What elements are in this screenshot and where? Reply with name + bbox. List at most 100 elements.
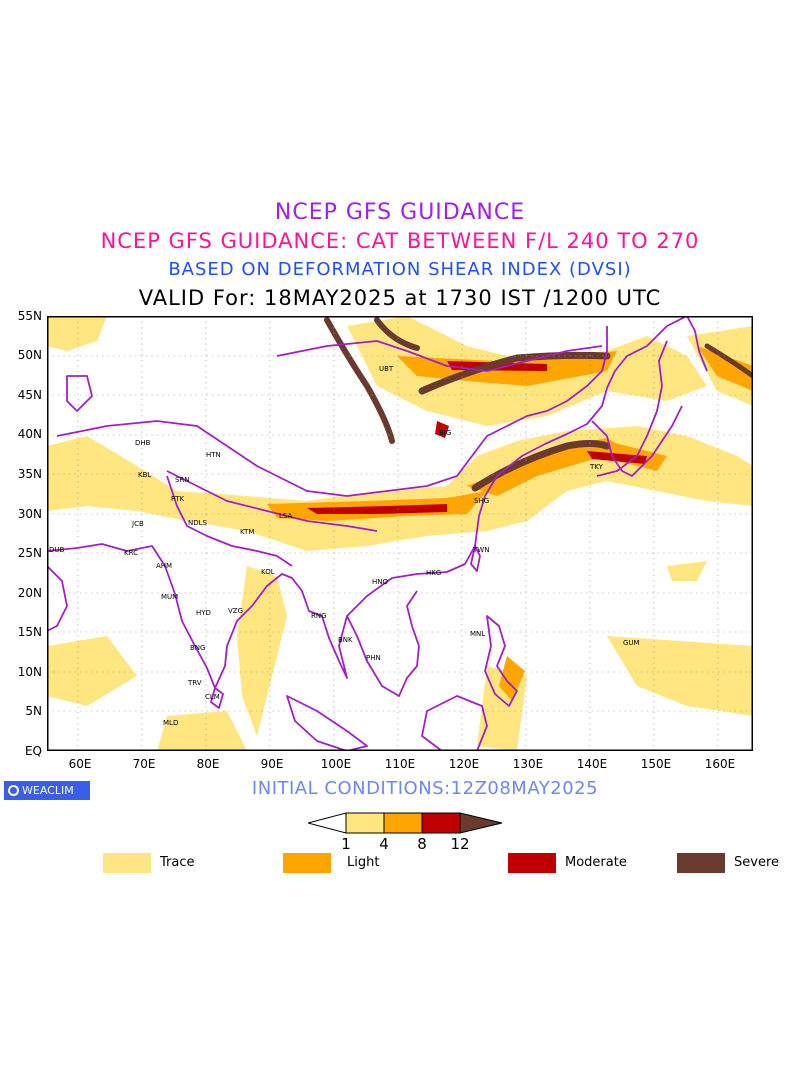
- light-area: [467, 438, 627, 496]
- method-subtitle: BASED ON DEFORMATION SHEAR INDEX (DVSI): [168, 259, 632, 280]
- city-label: TWN: [472, 546, 489, 554]
- border-india: [166, 475, 293, 567]
- city-label: VZG: [228, 607, 243, 615]
- border-arabia: [47, 565, 68, 632]
- lon-label: 80E: [196, 757, 220, 771]
- lat-label: 5N: [25, 704, 42, 718]
- city-label: UBT: [379, 365, 394, 373]
- map-panel: DHB HTN KBL SRN PTK JCB NDLS KTM LSA DUB…: [47, 316, 753, 751]
- border-tibet: [166, 470, 378, 532]
- city-label: SRN: [175, 476, 190, 484]
- coastlines: [47, 316, 708, 751]
- colorbar-segment-moderate: [421, 812, 461, 834]
- city-label: HTN: [206, 451, 221, 459]
- city-label: RNG: [311, 612, 327, 620]
- border-mongolia: [276, 340, 603, 372]
- severe-streak: [704, 343, 753, 379]
- city-label: PTK: [171, 495, 184, 503]
- chart-title: NCEP GFS GUIDANCE: [274, 200, 526, 225]
- city-label: SHG: [474, 497, 489, 505]
- lon-label: 120E: [448, 757, 480, 771]
- lat-label: 30N: [17, 507, 42, 521]
- lat-label: 20N: [17, 586, 42, 600]
- city-label: JCB: [131, 520, 144, 528]
- lat-label: 25N: [17, 546, 42, 560]
- logo-ring-icon: [8, 785, 19, 796]
- initial-conditions: INITIAL CONDITIONS:12Z08MAY2025: [251, 778, 599, 799]
- trace-area: [157, 711, 247, 751]
- map-border: [47, 316, 753, 751]
- coast-sakhalin: [686, 316, 708, 372]
- lon-label: 160E: [704, 757, 736, 771]
- valid-time: VALID For: 18MAY2025 at 1730 IST /1200 U…: [138, 286, 662, 310]
- coast-caspian: [66, 375, 93, 412]
- city-label: KOL: [261, 568, 275, 576]
- coast-taiwan: [470, 545, 481, 572]
- colorbar-high-arrow: [459, 812, 503, 834]
- light-area: [499, 656, 525, 701]
- trace-area: [607, 636, 753, 716]
- city-label: NDLS: [188, 519, 208, 527]
- city-label: HNO: [372, 578, 389, 586]
- lat-label: EQ: [24, 744, 42, 758]
- light-area: [697, 346, 753, 391]
- city-labels: DHB HTN KBL SRN PTK JCB NDLS KTM LSA DUB…: [49, 365, 640, 727]
- city-label: TKY: [589, 463, 604, 471]
- moderate-area: [307, 504, 447, 514]
- city-label: BNG: [190, 644, 205, 652]
- coast-japan: [596, 340, 668, 477]
- lat-label: 45N: [17, 388, 42, 402]
- lon-label: 140E: [576, 757, 608, 771]
- border-central-asia: [56, 326, 608, 497]
- legend-label-severe: Severe: [734, 855, 779, 870]
- lon-label: 130E: [512, 757, 544, 771]
- city-label: AHM: [156, 562, 172, 570]
- lon-label: 90E: [260, 757, 284, 771]
- legend-swatch-trace: [103, 853, 151, 873]
- legend-label-trace: Trace: [160, 855, 195, 870]
- colorbar: [308, 812, 503, 834]
- legend-label-light: Light: [347, 855, 380, 870]
- city-label: MUM: [161, 593, 178, 601]
- legend-swatch-light: [283, 853, 331, 873]
- colorbar-segment-light: [383, 812, 423, 834]
- lat-label: 55N: [17, 309, 42, 323]
- city-label: HYD: [196, 609, 211, 617]
- colorbar-tick: 12: [450, 835, 470, 853]
- city-label: KTM: [240, 528, 254, 536]
- coast-srilanka: [210, 687, 224, 709]
- lat-label: 35N: [17, 467, 42, 481]
- city-label: LSA: [279, 512, 292, 520]
- severe-streak: [374, 317, 420, 351]
- coast-philippines: [484, 615, 518, 707]
- colorbar-tick: 4: [379, 835, 389, 853]
- city-label: BJG: [439, 429, 451, 437]
- city-label: BNK: [338, 636, 353, 644]
- grid: [47, 316, 753, 751]
- colorbar-low-arrow: [308, 812, 347, 834]
- colorbar-tick: 1: [341, 835, 351, 853]
- lon-label: 100E: [320, 757, 352, 771]
- city-label: GUM: [623, 639, 640, 647]
- lat-label: 15N: [17, 625, 42, 639]
- city-label: DHB: [135, 439, 151, 447]
- lat-label: 40N: [17, 427, 42, 441]
- coast-borneo: [421, 695, 488, 751]
- city-label: HKG: [426, 569, 441, 577]
- legend-swatch-severe: [677, 853, 725, 873]
- trace-area: [47, 636, 137, 706]
- lat-label: 50N: [17, 348, 42, 362]
- city-label: DUB: [49, 546, 65, 554]
- lat-label: 10N: [17, 665, 42, 679]
- border-korea-japan: [591, 405, 683, 477]
- colorbar-segment-trace: [345, 812, 385, 834]
- city-label: KBL: [138, 471, 151, 479]
- weaclim-logo: WEACLIM: [4, 781, 90, 800]
- coastline-indochina: [346, 590, 420, 697]
- coastline-mainland: [47, 316, 688, 689]
- logo-text: WEACLIM: [22, 784, 74, 797]
- legend-swatch-moderate: [508, 853, 556, 873]
- colorbar-tick: 8: [417, 835, 427, 853]
- lon-label: 110E: [384, 757, 416, 771]
- city-label: PHN: [366, 654, 381, 662]
